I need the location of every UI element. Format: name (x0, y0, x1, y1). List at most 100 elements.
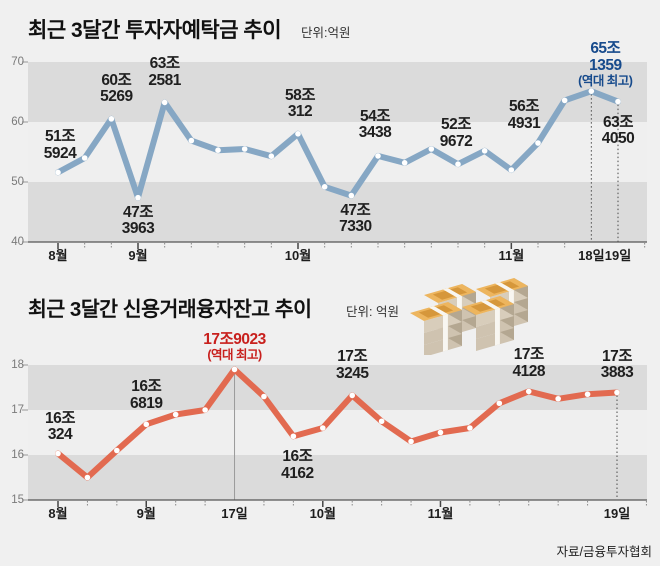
point-label-line: 3245 (335, 364, 369, 382)
point-label-line: 17조 (601, 347, 633, 365)
source-credit: 자료/금융투자협회 (556, 545, 652, 559)
data-point-marker (268, 153, 275, 159)
point-label-line: 3963 (121, 220, 155, 238)
data-point-marker (555, 395, 561, 402)
point-label-line: 63조 (149, 55, 181, 73)
point-label: 60조 5269 (66, 72, 166, 106)
point-label: 17조 3245 (302, 349, 402, 382)
point-label-line: 16조 (131, 378, 162, 396)
point-label: 63조 2581 (115, 56, 215, 89)
y-axis-label: 50 (11, 176, 24, 188)
y-axis-label: 70 (11, 56, 24, 68)
data-point-marker (349, 392, 356, 399)
point-label-line: 2581 (148, 71, 181, 89)
point-label-line: 47조 (122, 203, 154, 221)
data-point-marker (114, 447, 120, 454)
data-point-marker (215, 147, 221, 153)
point-label: 47조 3963 (88, 203, 188, 238)
data-point-marker (467, 425, 473, 431)
x-axis-label: 9월 (136, 506, 156, 521)
point-label-line: 58조 (284, 86, 316, 104)
point-label-line: 17조9023 (203, 330, 266, 348)
data-point-marker (295, 131, 301, 137)
point-label-line: 4128 (512, 362, 545, 380)
point-label-line: 56조 (508, 98, 540, 116)
plot-band (28, 455, 647, 500)
point-label-line: 47조 (340, 201, 371, 219)
point-label: 65조 1359 (역대 최고) (555, 41, 655, 89)
point-label: 17조9023 (역대 최고) (185, 330, 285, 364)
point-label: 56조 4931 (474, 99, 574, 132)
plot-band (28, 62, 647, 122)
data-point-marker (321, 184, 328, 190)
x-axis-label: 17일 (221, 506, 248, 521)
point-label-line: 7330 (339, 218, 372, 236)
data-point-marker (378, 418, 385, 425)
point-label-line: (역대 최고) (578, 74, 633, 89)
point-label-line: 4162 (281, 464, 314, 482)
point-label-line: 4931 (507, 114, 541, 132)
point-label: 52조 9672 (406, 117, 506, 150)
point-label-line: 52조 (440, 116, 472, 134)
point-label-line: 51조 (44, 128, 76, 146)
y-axis-label: 16 (11, 449, 24, 461)
money-stack-icon (410, 278, 528, 355)
data-point-marker (615, 98, 621, 105)
point-label-line: 16조 (44, 409, 76, 427)
point-label-line: 17조 (337, 348, 368, 366)
data-point-marker (535, 140, 541, 146)
point-label-line: 16조 (282, 448, 313, 466)
data-point-marker (437, 429, 444, 436)
loans-unit-label: 단위: 억원 (346, 305, 399, 319)
y-axis-label: 60 (11, 116, 24, 128)
data-point-marker (81, 155, 88, 161)
data-point-marker (188, 137, 195, 144)
deposits-unit-label: 단위:억원 (301, 26, 351, 40)
x-axis-label: 19일 (603, 506, 631, 521)
money-icon-face (443, 288, 462, 298)
data-point-marker (135, 194, 141, 201)
data-point-marker (525, 388, 532, 395)
x-axis-label: 8월 (48, 506, 68, 521)
point-label: 54조 3438 (325, 108, 425, 142)
y-axis-label: 15 (11, 494, 24, 506)
plot-band (28, 365, 647, 410)
investor-deposits-chart (22, 61, 647, 249)
data-point-marker (84, 474, 91, 481)
point-label: 47조 7330 (305, 201, 405, 236)
point-label-line: 5269 (100, 88, 133, 106)
point-label: 16조 4162 (247, 449, 347, 482)
point-label-line: 9672 (439, 132, 473, 150)
margin-loan-balance-line-series (55, 366, 620, 481)
plot-band (28, 410, 647, 455)
x-axis-label: 10월 (309, 506, 336, 521)
x-axis-label: 10월 (284, 248, 312, 263)
data-point-marker (55, 169, 61, 176)
point-label-line: (역대 최고) (207, 348, 262, 363)
x-axis-label: 8월 (48, 248, 68, 263)
point-label-line: 5924 (43, 144, 77, 162)
data-point-marker (496, 400, 503, 407)
data-point-marker (348, 192, 355, 199)
point-label: 16조 6819 (96, 379, 196, 412)
x-axis-label: 18일 (578, 248, 605, 263)
data-point-marker (588, 88, 595, 94)
point-label-line: 65조 (590, 40, 621, 58)
loans-chart-title: 최근 3달간 신용거래융자잔고 추이 (28, 298, 312, 321)
point-label-line: 312 (287, 103, 313, 121)
data-point-marker (231, 366, 238, 373)
point-label: 58조 312 (250, 86, 350, 121)
data-point-marker (584, 391, 591, 398)
data-point-marker (481, 148, 488, 154)
point-label: 51조 5924 (10, 129, 110, 162)
data-point-marker (508, 167, 515, 173)
data-point-marker (455, 161, 461, 167)
point-label: 17조 4128 (479, 347, 579, 380)
point-label-line: 4050 (601, 130, 635, 148)
point-label: 63조 4050 (568, 114, 660, 148)
data-point-marker (55, 450, 61, 457)
data-point-marker (561, 97, 568, 104)
data-point-marker (161, 99, 168, 106)
